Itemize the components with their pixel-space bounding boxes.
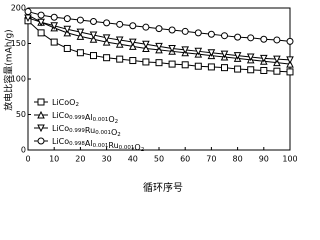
chart: 循环序号 放电比容量(mAh/g) 0 50 100 150 200 0 10 20 30 40 5… bbox=[3, 4, 298, 195]
marker bbox=[247, 66, 255, 74]
marker bbox=[102, 34, 111, 42]
marker bbox=[181, 27, 189, 35]
marker bbox=[63, 15, 71, 23]
marker bbox=[24, 8, 32, 16]
y-tick-label: 150 bbox=[11, 39, 26, 48]
marker bbox=[233, 52, 242, 60]
marker bbox=[37, 18, 45, 27]
marker bbox=[37, 98, 45, 106]
x-tick-label: 90 bbox=[259, 155, 269, 164]
marker bbox=[90, 17, 97, 25]
marker bbox=[76, 49, 84, 57]
marker bbox=[221, 64, 228, 72]
marker bbox=[50, 22, 59, 30]
marker bbox=[181, 61, 189, 69]
marker bbox=[115, 36, 124, 45]
marker bbox=[286, 37, 294, 45]
marker bbox=[142, 23, 150, 31]
x-tick-label: 70 bbox=[206, 155, 216, 164]
marker bbox=[221, 32, 228, 40]
marker bbox=[273, 36, 281, 44]
marker bbox=[128, 42, 137, 50]
marker bbox=[259, 54, 268, 63]
marker bbox=[247, 34, 255, 42]
marker bbox=[155, 42, 163, 51]
y-tick-label: 100 bbox=[11, 75, 26, 84]
x-tick-label: 30 bbox=[102, 155, 112, 164]
x-axis-label: 循环序号 bbox=[143, 181, 183, 194]
legend-label: LiCoO2 bbox=[52, 98, 79, 108]
marker bbox=[115, 40, 124, 48]
marker bbox=[128, 38, 137, 47]
marker bbox=[76, 28, 85, 37]
marker bbox=[37, 124, 45, 133]
x-tick-label: 0 bbox=[25, 155, 30, 164]
marker bbox=[168, 26, 176, 34]
marker bbox=[116, 55, 124, 63]
marker bbox=[103, 54, 111, 62]
marker bbox=[129, 22, 137, 30]
marker bbox=[246, 53, 255, 62]
marker bbox=[286, 59, 294, 68]
marker bbox=[63, 25, 72, 34]
marker bbox=[234, 33, 242, 41]
marker bbox=[273, 55, 281, 64]
x-tick-label: 40 bbox=[128, 155, 138, 164]
legend-label: LiCo0.999Ru0.001O2 bbox=[52, 124, 121, 138]
marker bbox=[286, 56, 294, 64]
x-tick-label: 80 bbox=[233, 155, 243, 164]
marker bbox=[76, 16, 84, 24]
marker bbox=[142, 58, 150, 66]
marker bbox=[181, 46, 190, 55]
marker bbox=[37, 11, 45, 19]
x-tick-label: 100 bbox=[282, 155, 297, 164]
x-tick-label: 50 bbox=[154, 155, 164, 164]
marker bbox=[194, 62, 202, 70]
marker bbox=[50, 38, 58, 46]
marker bbox=[155, 59, 163, 67]
legend-label: LiCo0.998Al0.001Ru0.001O2 bbox=[52, 137, 144, 153]
legend-label: LiCo0.999Al0.001O2 bbox=[52, 111, 118, 125]
marker bbox=[260, 66, 268, 74]
marker bbox=[37, 137, 45, 145]
marker bbox=[90, 52, 97, 60]
x-tick-label: 60 bbox=[180, 155, 190, 164]
marker bbox=[234, 65, 242, 73]
marker bbox=[37, 110, 45, 119]
marker bbox=[89, 31, 98, 40]
marker bbox=[220, 50, 229, 59]
marker bbox=[207, 49, 216, 57]
marker bbox=[116, 20, 124, 28]
marker bbox=[207, 30, 215, 38]
marker bbox=[168, 44, 176, 53]
marker bbox=[273, 67, 281, 75]
marker bbox=[89, 35, 98, 43]
y-tick-label: 0 bbox=[21, 146, 26, 155]
marker bbox=[50, 13, 58, 21]
marker bbox=[129, 57, 137, 65]
marker bbox=[63, 44, 71, 52]
marker bbox=[142, 40, 150, 49]
marker bbox=[155, 25, 163, 33]
marker bbox=[194, 29, 202, 37]
x-tick-label: 10 bbox=[49, 155, 59, 164]
marker bbox=[37, 29, 45, 37]
marker bbox=[103, 19, 111, 27]
y-tick-label: 200 bbox=[11, 4, 26, 13]
marker bbox=[76, 32, 85, 40]
marker bbox=[286, 68, 294, 76]
y-tick-label: 50 bbox=[16, 110, 26, 119]
x-tick-label: 20 bbox=[75, 155, 85, 164]
y-axis-label: 放电比容量(mAh/g) bbox=[3, 29, 15, 110]
marker bbox=[168, 60, 176, 68]
marker bbox=[102, 37, 111, 46]
marker bbox=[194, 47, 203, 56]
marker bbox=[260, 35, 268, 43]
marker bbox=[207, 63, 215, 71]
marker bbox=[142, 44, 150, 52]
